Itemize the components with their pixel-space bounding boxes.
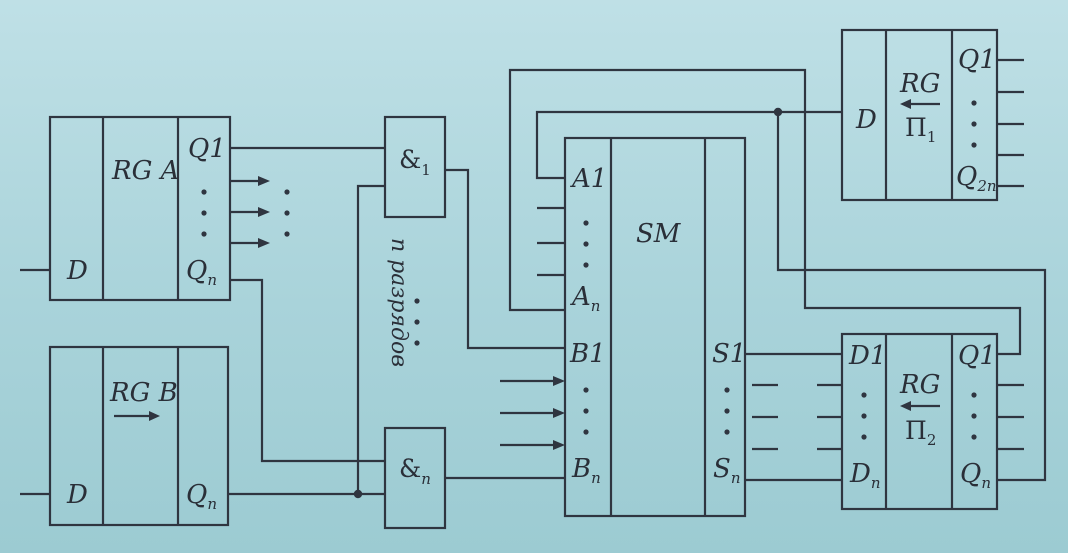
and-gate-1: &1 xyxy=(383,115,447,219)
rg-b-d-label: D xyxy=(66,480,88,510)
sm-bn-label: Bn xyxy=(571,454,601,487)
adder-sm: SM A1 An B1 Bn S1 Sn xyxy=(563,136,747,518)
sm-b1-label: B1 xyxy=(569,339,606,369)
sm-b-input-arrows xyxy=(500,376,565,450)
and1-outline xyxy=(383,115,447,219)
and-gate-n: &n xyxy=(383,426,447,530)
rg-p2-outline xyxy=(840,332,999,511)
rg-a-title: RG A xyxy=(111,156,179,186)
rg-p2-sub-label: Π2 xyxy=(905,416,936,449)
wire-and1-to-b1 xyxy=(445,168,565,350)
rg-p2-output-stubs xyxy=(997,383,1024,451)
rg-p2-q1-label: Q1 xyxy=(958,341,996,371)
wire-p2-q1-to-an xyxy=(508,68,1022,356)
sm-a-input-stubs xyxy=(537,206,565,277)
rg-a-q1-label: Q1 xyxy=(188,134,226,164)
rg-b-qn-label: Qn xyxy=(186,480,217,513)
sm-an-label: An xyxy=(570,282,600,315)
register-rg-p1: D RG Π1 Q1 Q2n xyxy=(840,28,999,202)
rg-p1-output-stubs xyxy=(997,58,1024,188)
gate-dot xyxy=(414,340,420,346)
sm-a1-label: A1 xyxy=(570,164,607,194)
andn-label: &n xyxy=(399,454,431,488)
rg-b-shift-arrowhead xyxy=(149,411,160,421)
wire-qn-to-andn xyxy=(230,278,385,463)
junction-dot xyxy=(773,107,783,117)
rg-p2-d1-label: D1 xyxy=(848,341,886,371)
rg-a-dot xyxy=(201,210,207,216)
rg-p1-q1-label: Q1 xyxy=(958,45,996,75)
register-rg-a: RG A D Q1 Qn xyxy=(48,115,232,302)
rg-p2-shift-arrowhead xyxy=(900,401,911,411)
wire-control-to-and1 xyxy=(356,184,385,494)
and1-label: &1 xyxy=(399,145,431,179)
rg-a-dot xyxy=(201,189,207,195)
wire-p2-qn-to-a1 xyxy=(535,110,1047,482)
sm-outline xyxy=(563,136,747,518)
gate-dot xyxy=(414,298,420,304)
rg-a-d-label: D xyxy=(66,256,88,286)
rg-b-title: RG B xyxy=(109,378,178,408)
register-rg-p2: D1 Dn RG Π2 Q1 Qn xyxy=(840,332,999,511)
rg-p1-title: RG xyxy=(899,69,940,99)
register-rg-b: RG B D Qn xyxy=(48,345,230,527)
rg-a-output-arrows xyxy=(230,176,290,248)
rg-p1-q2n-label: Q2n xyxy=(956,162,997,195)
rg-p2-title: RG xyxy=(899,370,940,400)
sm-title: SM xyxy=(636,219,682,249)
rg-p1-shift-arrowhead xyxy=(900,99,911,109)
rg-a-outline xyxy=(48,115,232,302)
gate-dot xyxy=(414,319,420,325)
sm-s1-label: S1 xyxy=(712,339,746,369)
rg-b-outline xyxy=(48,345,230,527)
rg-p1-outline xyxy=(840,28,999,202)
rg-p2-dn-label: Dn xyxy=(849,459,881,492)
rg-p1-sub-label: Π1 xyxy=(905,113,936,146)
rg-p2-d-input-stubs xyxy=(817,383,842,451)
rg-p1-d-label: D xyxy=(855,105,877,135)
sm-s-output-stubs xyxy=(752,383,778,451)
junction-dot xyxy=(353,489,363,499)
rg-a-qn-label: Qn xyxy=(186,256,217,289)
rg-p2-qn-label: Qn xyxy=(960,459,991,492)
bit-count-label: n разрядов xyxy=(386,238,411,367)
sm-sn-label: Sn xyxy=(713,454,740,487)
rg-a-dot xyxy=(201,231,207,237)
